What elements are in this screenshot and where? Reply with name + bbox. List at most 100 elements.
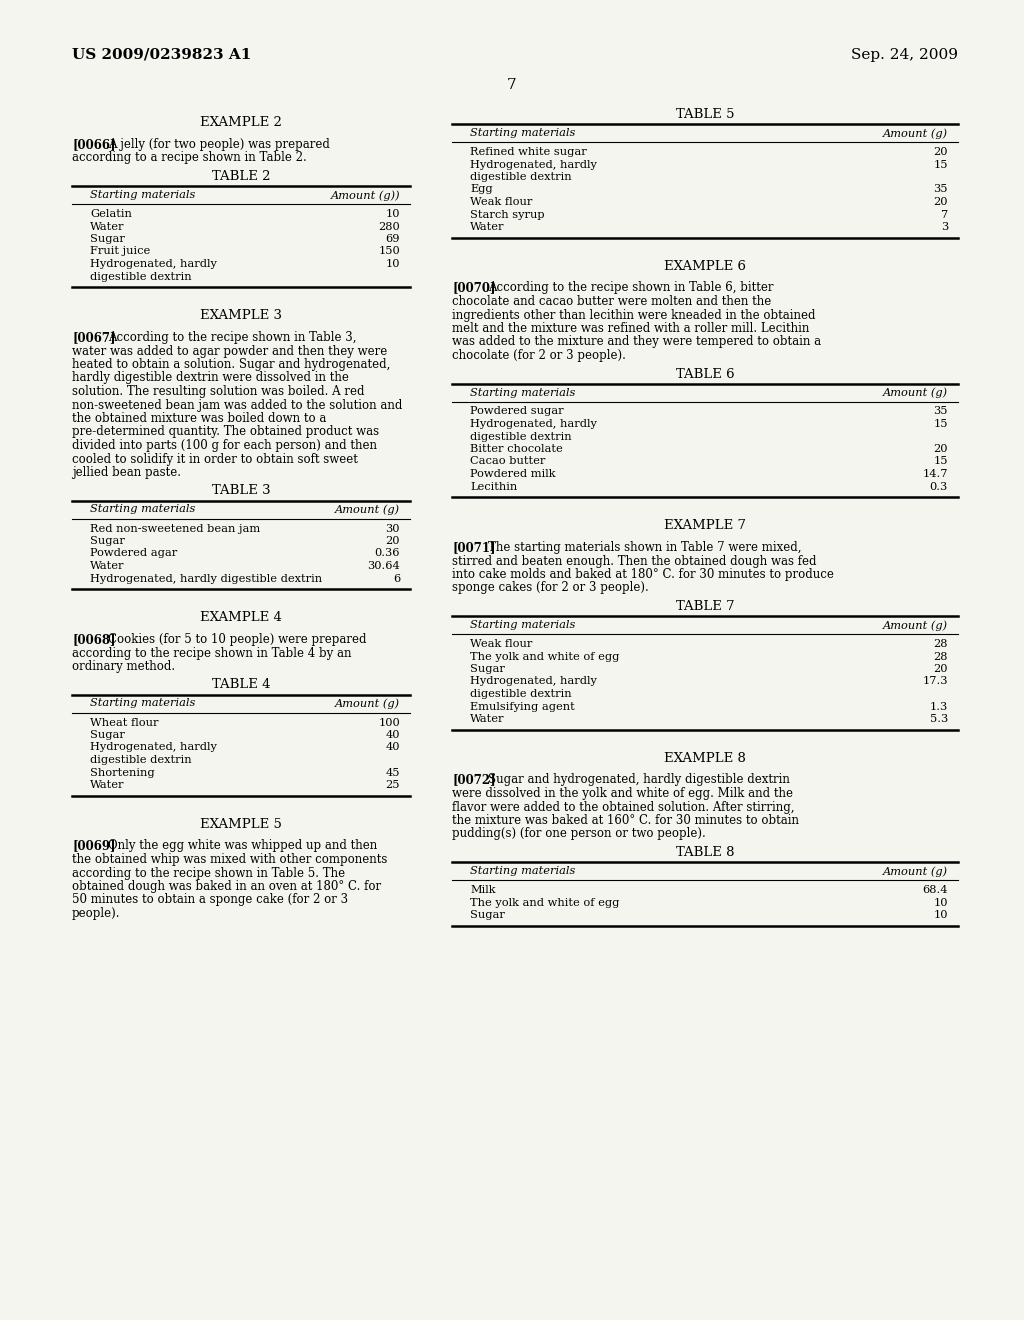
Text: 20: 20 xyxy=(934,664,948,675)
Text: Starting materials: Starting materials xyxy=(470,620,575,630)
Text: 20: 20 xyxy=(934,197,948,207)
Text: hardly digestible dextrin were dissolved in the: hardly digestible dextrin were dissolved… xyxy=(72,371,349,384)
Text: 10: 10 xyxy=(934,898,948,908)
Text: Hydrogenated, hardly: Hydrogenated, hardly xyxy=(90,742,217,752)
Text: according to a recipe shown in Table 2.: according to a recipe shown in Table 2. xyxy=(72,152,307,165)
Text: Powdered agar: Powdered agar xyxy=(90,549,177,558)
Text: ingredients other than lecithin were kneaded in the obtained: ingredients other than lecithin were kne… xyxy=(452,309,815,322)
Text: EXAMPLE 3: EXAMPLE 3 xyxy=(200,309,282,322)
Text: divided into parts (100 g for each person) and then: divided into parts (100 g for each perso… xyxy=(72,440,377,451)
Text: cooled to solidify it in order to obtain soft sweet: cooled to solidify it in order to obtain… xyxy=(72,453,357,466)
Text: 280: 280 xyxy=(378,222,400,231)
Text: Weak flour: Weak flour xyxy=(470,197,532,207)
Text: The starting materials shown in Table 7 were mixed,: The starting materials shown in Table 7 … xyxy=(487,541,801,554)
Text: Sugar and hydrogenated, hardly digestible dextrin: Sugar and hydrogenated, hardly digestibl… xyxy=(487,774,790,787)
Text: 10: 10 xyxy=(385,259,400,269)
Text: Gelatin: Gelatin xyxy=(90,209,132,219)
Text: TABLE 7: TABLE 7 xyxy=(676,601,734,612)
Text: Starting materials: Starting materials xyxy=(90,698,196,709)
Text: according to the recipe shown in Table 5. The: according to the recipe shown in Table 5… xyxy=(72,866,345,879)
Text: [0068]: [0068] xyxy=(72,634,116,645)
Text: Weak flour: Weak flour xyxy=(470,639,532,649)
Text: 68.4: 68.4 xyxy=(923,884,948,895)
Text: Hydrogenated, hardly: Hydrogenated, hardly xyxy=(470,160,597,169)
Text: Amount (g)): Amount (g)) xyxy=(331,190,400,201)
Text: Water: Water xyxy=(470,714,505,723)
Text: [0072]: [0072] xyxy=(452,774,496,787)
Text: flavor were added to the obtained solution. After stirring,: flavor were added to the obtained soluti… xyxy=(452,800,795,813)
Text: The yolk and white of egg: The yolk and white of egg xyxy=(470,652,620,661)
Text: TABLE 3: TABLE 3 xyxy=(212,484,270,498)
Text: 3: 3 xyxy=(941,222,948,232)
Text: Milk: Milk xyxy=(470,884,496,895)
Text: non-sweetened bean jam was added to the solution and: non-sweetened bean jam was added to the … xyxy=(72,399,402,412)
Text: Water: Water xyxy=(90,561,125,572)
Text: 17.3: 17.3 xyxy=(923,676,948,686)
Text: EXAMPLE 5: EXAMPLE 5 xyxy=(200,817,282,830)
Text: 6: 6 xyxy=(393,573,400,583)
Text: 100: 100 xyxy=(378,718,400,727)
Text: 20: 20 xyxy=(385,536,400,546)
Text: 5.3: 5.3 xyxy=(930,714,948,723)
Text: Hydrogenated, hardly: Hydrogenated, hardly xyxy=(90,259,217,269)
Text: Starch syrup: Starch syrup xyxy=(470,210,545,219)
Text: Amount (g): Amount (g) xyxy=(335,504,400,515)
Text: 15: 15 xyxy=(934,160,948,169)
Text: 15: 15 xyxy=(934,418,948,429)
Text: digestible dextrin: digestible dextrin xyxy=(90,272,191,281)
Text: Wheat flour: Wheat flour xyxy=(90,718,159,727)
Text: Hydrogenated, hardly digestible dextrin: Hydrogenated, hardly digestible dextrin xyxy=(90,573,323,583)
Text: 20: 20 xyxy=(934,444,948,454)
Text: Amount (g): Amount (g) xyxy=(883,620,948,631)
Text: EXAMPLE 7: EXAMPLE 7 xyxy=(664,519,746,532)
Text: [0070]: [0070] xyxy=(452,281,496,294)
Text: Water: Water xyxy=(470,222,505,232)
Text: TABLE 6: TABLE 6 xyxy=(676,367,734,380)
Text: according to the recipe shown in Table 4 by an: according to the recipe shown in Table 4… xyxy=(72,647,351,660)
Text: According to the recipe shown in Table 6, bitter: According to the recipe shown in Table 6… xyxy=(487,281,773,294)
Text: Powdered sugar: Powdered sugar xyxy=(470,407,563,417)
Text: 7: 7 xyxy=(941,210,948,219)
Text: the mixture was baked at 160° C. for 30 minutes to obtain: the mixture was baked at 160° C. for 30 … xyxy=(452,814,799,828)
Text: TABLE 8: TABLE 8 xyxy=(676,846,734,859)
Text: Starting materials: Starting materials xyxy=(470,128,575,139)
Text: EXAMPLE 4: EXAMPLE 4 xyxy=(200,611,282,624)
Text: Shortening: Shortening xyxy=(90,767,155,777)
Text: solution. The resulting solution was boiled. A red: solution. The resulting solution was boi… xyxy=(72,385,365,399)
Text: Water: Water xyxy=(90,780,125,789)
Text: Hydrogenated, hardly: Hydrogenated, hardly xyxy=(470,676,597,686)
Text: chocolate (for 2 or 3 people).: chocolate (for 2 or 3 people). xyxy=(452,348,626,362)
Text: Water: Water xyxy=(90,222,125,231)
Text: Cookies (for 5 to 10 people) were prepared: Cookies (for 5 to 10 people) were prepar… xyxy=(108,634,367,645)
Text: 28: 28 xyxy=(934,639,948,649)
Text: 150: 150 xyxy=(378,247,400,256)
Text: Starting materials: Starting materials xyxy=(470,388,575,397)
Text: A jelly (for two people) was prepared: A jelly (for two people) was prepared xyxy=(108,139,330,150)
Text: ordinary method.: ordinary method. xyxy=(72,660,175,673)
Text: 7: 7 xyxy=(507,78,517,92)
Text: US 2009/0239823 A1: US 2009/0239823 A1 xyxy=(72,48,251,62)
Text: digestible dextrin: digestible dextrin xyxy=(470,689,571,700)
Text: TABLE 5: TABLE 5 xyxy=(676,108,734,121)
Text: Red non-sweetened bean jam: Red non-sweetened bean jam xyxy=(90,524,260,533)
Text: Lecithin: Lecithin xyxy=(470,482,517,491)
Text: heated to obtain a solution. Sugar and hydrogenated,: heated to obtain a solution. Sugar and h… xyxy=(72,358,390,371)
Text: EXAMPLE 8: EXAMPLE 8 xyxy=(664,751,745,764)
Text: pre-determined quantity. The obtained product was: pre-determined quantity. The obtained pr… xyxy=(72,425,379,438)
Text: 0.3: 0.3 xyxy=(930,482,948,491)
Text: digestible dextrin: digestible dextrin xyxy=(470,172,571,182)
Text: 69: 69 xyxy=(385,234,400,244)
Text: Hydrogenated, hardly: Hydrogenated, hardly xyxy=(470,418,597,429)
Text: [0067]: [0067] xyxy=(72,331,116,345)
Text: Amount (g): Amount (g) xyxy=(883,128,948,139)
Text: 10: 10 xyxy=(934,909,948,920)
Text: was added to the mixture and they were tempered to obtain a: was added to the mixture and they were t… xyxy=(452,335,821,348)
Text: jellied bean paste.: jellied bean paste. xyxy=(72,466,181,479)
Text: the obtained whip was mixed with other components: the obtained whip was mixed with other c… xyxy=(72,853,387,866)
Text: EXAMPLE 2: EXAMPLE 2 xyxy=(200,116,282,129)
Text: Sep. 24, 2009: Sep. 24, 2009 xyxy=(851,48,958,62)
Text: 20: 20 xyxy=(934,147,948,157)
Text: people).: people). xyxy=(72,907,121,920)
Text: Starting materials: Starting materials xyxy=(470,866,575,876)
Text: Bitter chocolate: Bitter chocolate xyxy=(470,444,563,454)
